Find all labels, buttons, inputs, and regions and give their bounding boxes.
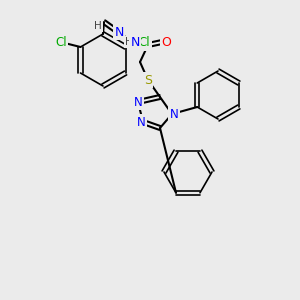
Text: O: O — [161, 35, 171, 49]
Text: N: N — [114, 26, 124, 38]
Text: N: N — [136, 116, 146, 128]
Text: O: O — [161, 35, 171, 49]
Text: N: N — [169, 107, 178, 121]
Text: H: H — [94, 21, 102, 31]
Text: N: N — [169, 107, 178, 121]
Text: S: S — [144, 74, 152, 86]
Text: N: N — [114, 26, 124, 38]
Text: Cl: Cl — [56, 37, 67, 50]
Text: H: H — [125, 37, 133, 47]
Text: H: H — [125, 37, 133, 47]
Text: N: N — [136, 116, 146, 128]
Text: N: N — [169, 107, 178, 121]
Text: Cl: Cl — [139, 37, 150, 50]
Text: N: N — [134, 95, 142, 109]
Text: N: N — [134, 95, 142, 109]
Text: N: N — [130, 35, 140, 49]
Text: S: S — [144, 74, 152, 86]
Text: N: N — [130, 35, 140, 49]
Text: H: H — [94, 21, 102, 31]
